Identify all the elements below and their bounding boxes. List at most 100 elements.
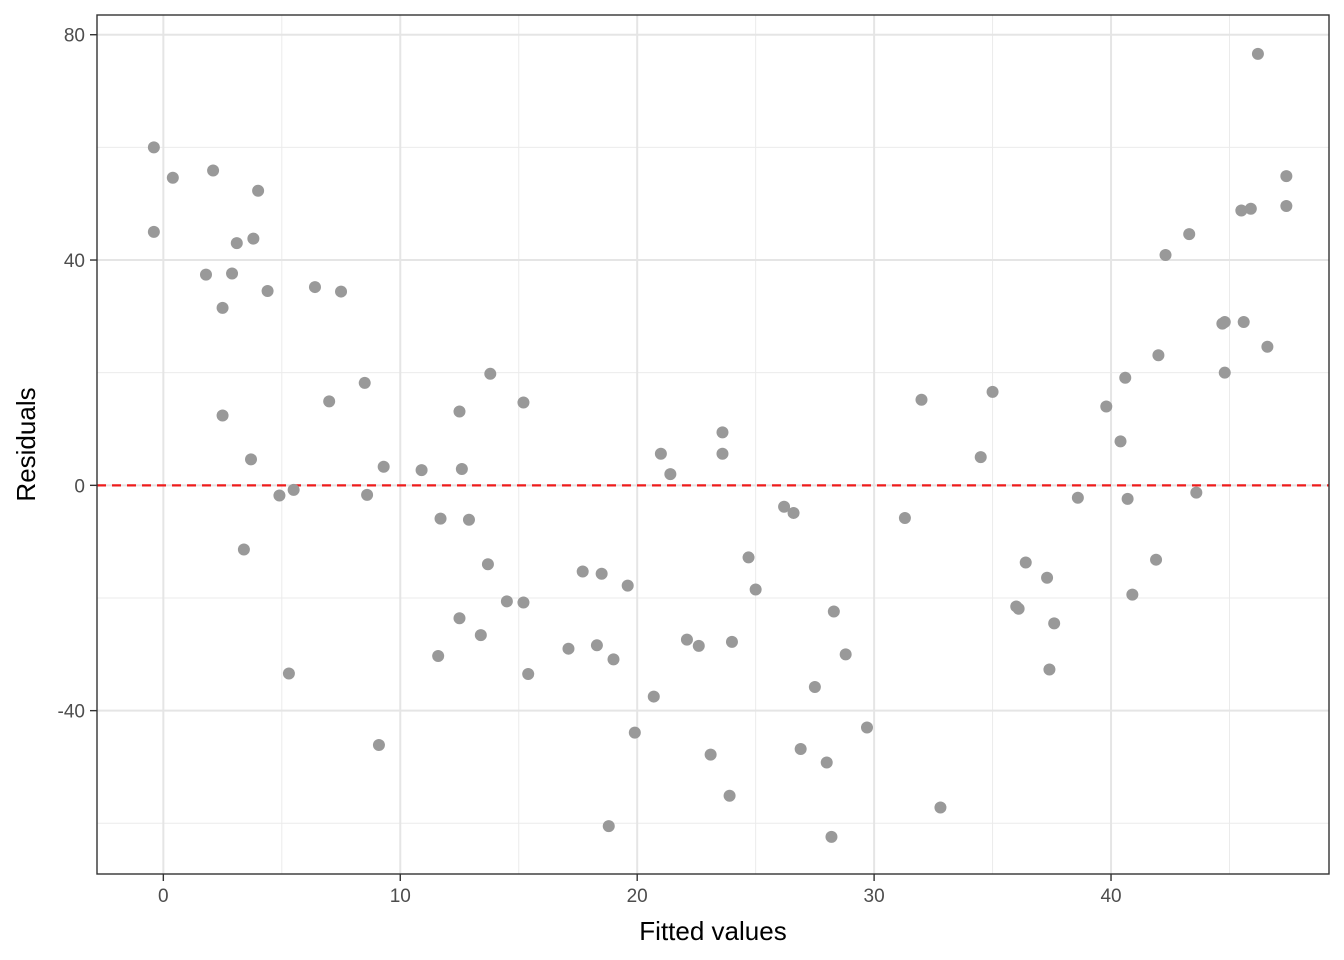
data-point — [1043, 663, 1056, 676]
y-axis-title: Residuals — [11, 387, 41, 501]
data-point — [1121, 492, 1134, 505]
data-point — [1012, 602, 1025, 615]
data-point — [1119, 371, 1132, 384]
data-point — [576, 565, 589, 578]
data-point — [432, 650, 445, 663]
data-point — [1126, 588, 1139, 601]
data-point — [261, 285, 274, 298]
data-point — [517, 596, 530, 609]
data-point — [245, 453, 257, 466]
data-point — [308, 281, 321, 294]
data-point — [1237, 315, 1250, 328]
y-tick-label: -40 — [58, 702, 85, 723]
data-point — [787, 506, 800, 519]
data-point — [247, 232, 260, 245]
data-point — [377, 460, 390, 473]
data-point — [237, 543, 250, 556]
data-point — [216, 301, 229, 314]
data-point — [716, 426, 729, 439]
data-point — [723, 789, 736, 802]
data-point — [372, 739, 385, 752]
data-point — [1071, 491, 1084, 504]
data-point — [434, 512, 447, 525]
data-point — [500, 595, 513, 608]
data-point — [725, 635, 738, 648]
plot-border — [96, 14, 1330, 875]
data-point — [484, 367, 497, 380]
data-point — [692, 639, 705, 652]
data-point — [335, 285, 348, 298]
data-point — [934, 801, 947, 814]
data-point — [590, 639, 603, 652]
data-point — [647, 690, 660, 703]
data-point — [287, 483, 300, 496]
data-point — [1190, 486, 1203, 499]
data-point — [628, 726, 641, 739]
data-point — [654, 447, 667, 460]
data-point — [147, 225, 160, 238]
data-point — [1100, 400, 1113, 413]
data-point — [522, 668, 535, 681]
data-point — [1218, 315, 1231, 328]
data-point — [358, 376, 371, 389]
y-tick-label: 80 — [64, 26, 85, 47]
y-tick-label: 40 — [64, 251, 85, 272]
data-point — [1244, 202, 1257, 215]
data-point — [974, 451, 987, 464]
data-point — [664, 468, 677, 481]
data-point — [1150, 553, 1163, 566]
data-point — [230, 237, 243, 250]
data-point — [1251, 47, 1264, 60]
data-point — [742, 551, 755, 564]
x-axis-ticks: 0 10 20 30 40 — [158, 874, 1122, 907]
data-point — [808, 680, 821, 693]
data-point — [1159, 248, 1172, 261]
data-point — [453, 612, 466, 625]
data-point — [827, 605, 840, 618]
data-point — [820, 756, 833, 769]
x-tick-label: 10 — [390, 886, 411, 907]
data-point — [680, 633, 693, 646]
data-point — [462, 513, 475, 526]
data-point — [986, 385, 999, 398]
data-point — [1048, 617, 1061, 630]
data-point — [1280, 199, 1293, 212]
data-point — [1019, 556, 1032, 569]
data-point — [621, 579, 634, 592]
data-point — [1235, 204, 1248, 217]
data-point — [915, 393, 928, 406]
x-tick-label: 20 — [627, 886, 648, 907]
data-point — [273, 489, 286, 502]
data-point — [226, 267, 239, 280]
data-point — [216, 409, 229, 422]
data-point — [361, 488, 374, 501]
data-point — [839, 648, 852, 661]
data-point — [794, 742, 807, 755]
data-point — [453, 405, 466, 418]
data-point — [1261, 340, 1274, 353]
data-point — [481, 558, 494, 571]
data-points — [147, 47, 1293, 843]
data-point — [199, 268, 212, 281]
x-tick-label: 40 — [1100, 886, 1121, 907]
data-point — [778, 500, 791, 513]
data-point — [323, 395, 336, 408]
data-point — [704, 748, 717, 761]
data-point — [1114, 435, 1127, 448]
data-point — [1183, 228, 1196, 241]
data-point — [455, 463, 468, 476]
x-axis-title: Fitted values — [639, 916, 786, 946]
data-point — [1218, 366, 1231, 379]
x-tick-label: 0 — [158, 886, 169, 907]
data-point — [562, 642, 575, 655]
data-point — [861, 721, 873, 734]
data-point — [1280, 170, 1293, 183]
data-point — [474, 629, 487, 642]
y-tick-label: 0 — [74, 476, 85, 497]
data-point — [825, 830, 838, 843]
data-point — [1041, 571, 1054, 584]
data-point — [517, 396, 530, 409]
data-point — [166, 171, 179, 184]
data-point — [1152, 349, 1165, 362]
